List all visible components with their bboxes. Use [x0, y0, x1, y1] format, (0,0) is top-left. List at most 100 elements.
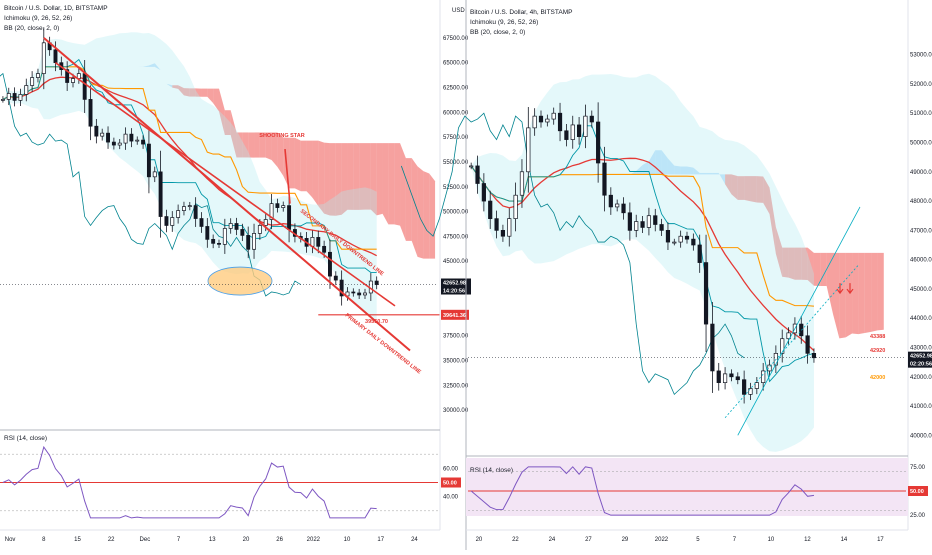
cloud-segment	[865, 253, 871, 333]
level-annotation: 39550.70	[365, 319, 388, 325]
candle-body	[287, 206, 290, 230]
highlight-ellipse	[208, 267, 272, 295]
price-tick-label: 40000.00	[910, 433, 932, 439]
candle-body	[130, 134, 133, 141]
candle-body	[1, 99, 4, 100]
candle-body	[761, 371, 764, 383]
candle-body	[112, 142, 115, 145]
time-tick-label: 20	[243, 537, 250, 543]
candle-body	[241, 229, 244, 235]
candle-body	[520, 172, 523, 195]
candle-body	[546, 119, 549, 122]
candle-body	[147, 144, 150, 177]
left-legend-ichimoku: Ichimoku (9, 26, 52, 26)	[4, 15, 72, 22]
price-tick-label: 42000.00	[910, 375, 932, 381]
candle-body	[711, 324, 714, 371]
candle-body	[118, 143, 121, 145]
candle-body	[212, 239, 215, 243]
price-tick-label: 50000.00	[910, 141, 932, 147]
price-tick-label: 55000.00	[443, 160, 469, 166]
price-tick-label: 37500.00	[443, 334, 469, 340]
candle-body	[182, 207, 185, 211]
candle-body	[565, 131, 568, 140]
candle-body	[54, 50, 57, 63]
candle-body	[660, 225, 663, 231]
cloud-segment	[423, 171, 429, 258]
candle-body	[717, 371, 720, 383]
price-tick-label: 30000.00	[443, 408, 469, 414]
cloud-segment	[877, 253, 883, 330]
support-price-value: 39641.36	[443, 313, 466, 319]
candle-body	[19, 94, 22, 100]
candle-body	[736, 377, 739, 380]
time-tick-label: 2022	[307, 537, 321, 543]
candle-body	[25, 86, 28, 95]
candle-body	[527, 128, 530, 172]
price-tick-label: 53000.00	[910, 53, 932, 59]
candle-body	[673, 242, 676, 243]
time-tick-label: 24	[549, 537, 556, 543]
price-tick-label: 32500.00	[443, 383, 469, 389]
candle-body	[106, 133, 109, 142]
shooting-star-label: SHOOTING STAR	[259, 133, 304, 139]
price-tick-label: 67500.00	[443, 36, 469, 42]
bb-band	[471, 74, 814, 452]
candle-body	[469, 166, 472, 167]
time-tick-label: 17	[877, 537, 884, 543]
time-tick-label: 20	[476, 537, 483, 543]
candle-body	[124, 134, 127, 143]
candle-body	[136, 140, 139, 141]
time-tick-label: 17	[377, 537, 384, 543]
candle-body	[812, 353, 815, 357]
candle-body	[141, 140, 144, 144]
left-rsi-label: RSI (14, close)	[4, 435, 47, 442]
candle-body	[654, 216, 657, 225]
price-tick-label: 52000.00	[910, 82, 932, 88]
candle-body	[42, 43, 45, 74]
bar-countdown: 02:20:56	[910, 362, 932, 368]
right-legend-ichimoku: Ichimoku (9, 26, 52, 26)	[470, 19, 538, 26]
candle-body	[704, 263, 707, 325]
price-tick-label: 60000.00	[443, 110, 469, 116]
candle-body	[501, 230, 504, 236]
price-tick-label: 45000.00	[910, 287, 932, 293]
price-tick-label: 65000.00	[443, 61, 469, 67]
candle-body	[723, 374, 726, 383]
candle-body	[577, 125, 580, 137]
time-tick-label: 7	[177, 537, 181, 543]
candle-body	[571, 125, 574, 140]
price-tick-label: 62500.00	[443, 85, 469, 91]
candle-body	[603, 163, 606, 195]
cloud-segment	[301, 141, 307, 192]
candle-body	[194, 206, 197, 219]
candle-body	[749, 389, 752, 395]
price-tick-label: 47000.00	[910, 228, 932, 234]
candle-body	[508, 219, 511, 237]
time-tick-label: 27	[585, 537, 592, 543]
time-tick-label: 22	[512, 537, 519, 543]
time-tick-label: 22	[108, 537, 115, 543]
candle-body	[615, 204, 618, 207]
candle-body	[323, 246, 326, 252]
candle-body	[375, 281, 378, 284]
price-tick-label: 50000.00	[443, 210, 469, 216]
time-tick-label: Dec	[140, 537, 151, 543]
rsi-value: 50.00	[443, 481, 457, 487]
price-tick-label: 43000.00	[910, 346, 932, 352]
rsi-axis-label: 75.00	[910, 465, 926, 471]
price-tick-label: 47500.00	[443, 234, 469, 240]
candle-body	[742, 380, 745, 395]
cloud-segment	[289, 138, 295, 189]
time-tick-label: 13	[209, 537, 216, 543]
rsi-axis-label: 60.00	[443, 466, 459, 472]
cloud-segment	[383, 143, 389, 224]
candle-body	[7, 93, 10, 99]
candle-body	[514, 195, 517, 218]
cloud-segment	[295, 138, 301, 192]
time-tick-label: 26	[276, 537, 283, 543]
